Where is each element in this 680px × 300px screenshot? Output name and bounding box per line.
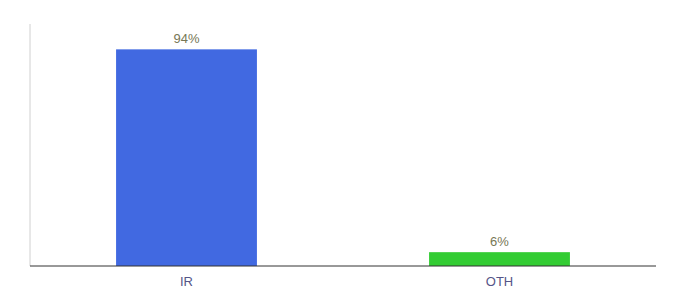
bars: [116, 49, 570, 266]
bar: [116, 49, 257, 266]
chart-container: 94% 6% IR OTH: [0, 0, 680, 300]
chart-svg: 94% 6% IR OTH: [0, 0, 680, 300]
data-label: 6%: [490, 234, 509, 249]
x-tick-label: OTH: [486, 274, 513, 289]
x-axis-line: [30, 266, 656, 267]
x-tick-label: IR: [180, 274, 193, 289]
y-range-line: [30, 24, 31, 266]
bar: [429, 252, 570, 266]
data-label: 94%: [173, 31, 199, 46]
